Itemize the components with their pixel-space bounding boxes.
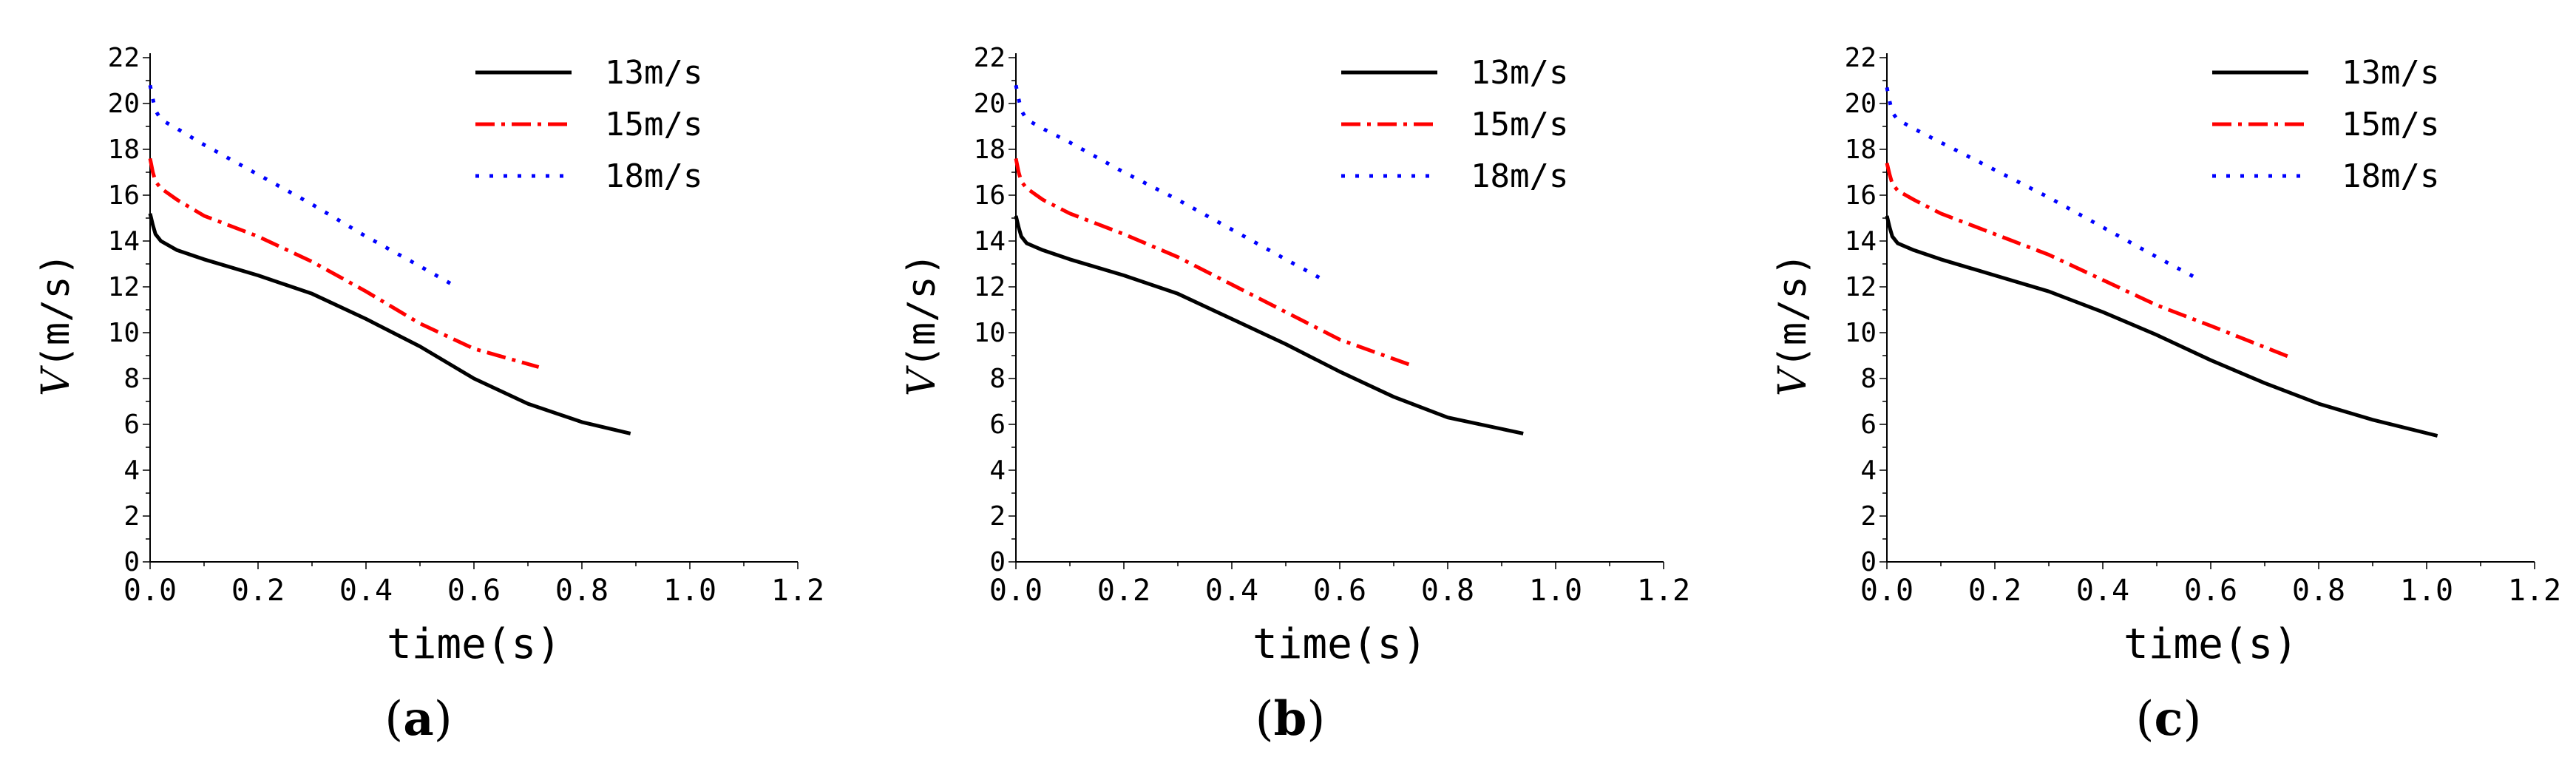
y-tick-label: 18 [974,135,1006,165]
x-axis-label: time(s) [1253,620,1427,668]
y-tick-label: 10 [1845,318,1877,348]
panel-label-a: (a) [384,691,453,747]
x-axis-label: time(s) [2123,620,2298,668]
series-line-13m/s [148,213,631,435]
series-line-15m/s [148,157,540,369]
y-tick-label: 8 [123,364,140,394]
y-axis-unit: (m/s) [1771,253,1815,369]
x-tick-label: 0.2 [1968,574,2021,608]
y-axis-unit: (m/s) [34,253,78,369]
series-line-13m/s [1885,215,2438,438]
y-tick-label: 20 [108,89,140,119]
y-tick-label: 4 [1860,455,1877,486]
y-tick-label: 20 [974,89,1006,119]
legend-label: 15m/s [2342,106,2439,143]
y-tick-label: 2 [989,501,1006,532]
x-tick-label: 1.2 [771,574,824,608]
y-tick-label: 16 [1845,180,1877,211]
legend-label: 15m/s [605,106,702,143]
x-tick-label: 0.2 [231,574,285,608]
series-line-13m/s [1014,215,1524,435]
y-tick-label: 22 [1845,43,1877,73]
legend-label: 18m/s [1471,157,1568,195]
y-tick-label: 18 [108,135,140,165]
y-tick-label: 8 [1860,364,1877,394]
y-tick-label: 10 [108,318,140,348]
x-tick-label: 1.2 [2508,574,2561,608]
y-tick-label: 16 [108,180,140,211]
legend-label: 15m/s [1471,106,1568,143]
y-tick-label: 6 [1860,410,1877,440]
x-tick-label: 0.4 [1205,574,1258,608]
y-tick-label: 0 [989,547,1006,577]
chart-panel-a: 0 2 4 6 8 10 12 14 16 18 20 22 0.0 0.2 0.4 0.6 0.8 1.0 1.2… [34,43,824,668]
x-tick-label: 0.8 [2292,574,2345,608]
series-line-15m/s [1014,157,1411,367]
x-tick-label: 0.2 [1097,574,1150,608]
x-tick-label: 1.0 [2400,574,2453,608]
y-tick-label: 6 [989,410,1006,440]
x-tick-label: 0.8 [555,574,609,608]
y-tick-label: 22 [974,43,1006,73]
y-axis-label: V(m/s) [900,253,944,396]
y-axis-label: V(m/s) [34,253,78,396]
chart-panel-b: 0 2 4 6 8 10 12 14 16 18 20 22 0.0 0.2 0.4 0.6 0.8 1.0 1.2… [900,43,1690,668]
x-tick-label: 0.0 [123,574,177,608]
y-tick-label: 14 [108,226,140,257]
x-tick-label: 0.0 [1860,574,1914,608]
panel-label-b: (b) [1255,691,1326,747]
y-tick-label: 12 [1845,272,1877,302]
legend-label: 13m/s [605,54,702,92]
x-tick-label: 0.6 [1313,574,1366,608]
y-tick-label: 8 [989,364,1006,394]
y-tick-label: 14 [1845,226,1877,257]
y-tick-label: 10 [974,318,1006,348]
x-axis-label: time(s) [387,620,561,668]
x-tick-label: 1.0 [663,574,716,608]
y-axis-label: V(m/s) [1771,253,1815,396]
y-axis-variable: V [900,365,944,396]
y-tick-label: 2 [1860,501,1877,532]
x-tick-label: 0.4 [339,574,393,608]
y-tick-label: 22 [108,43,140,73]
y-tick-label: 4 [123,455,140,486]
legend-label: 13m/s [2342,54,2439,92]
legend-label: 18m/s [2342,157,2439,195]
y-tick-label: 2 [123,501,140,532]
y-tick-label: 12 [108,272,140,302]
y-tick-label: 0 [123,547,140,577]
x-tick-label: 0.0 [989,574,1043,608]
x-tick-label: 0.8 [1421,574,1474,608]
x-tick-label: 1.0 [1529,574,1582,608]
series-line-18m/s [148,84,454,287]
y-tick-label: 0 [1860,547,1877,577]
x-tick-label: 1.2 [1637,574,1690,608]
series-line-18m/s [1014,84,1325,282]
panel-label-c: (c) [2135,691,2202,747]
y-tick-label: 6 [123,410,140,440]
y-tick-label: 14 [974,226,1006,257]
chart-panel-c: 0 2 4 6 8 10 12 14 16 18 20 22 0.0 0.2 0.4 0.6 0.8 1.0 1.2… [1771,43,2561,668]
y-tick-label: 4 [989,455,1006,486]
y-axis-variable: V [34,365,78,396]
y-axis-unit: (m/s) [900,253,944,369]
x-tick-label: 0.4 [2076,574,2129,608]
x-tick-label: 0.6 [447,574,501,608]
y-tick-label: 16 [974,180,1006,211]
x-tick-label: 0.6 [2184,574,2237,608]
legend-label: 13m/s [1471,54,1568,92]
y-axis-variable: V [1771,365,1815,396]
y-tick-label: 18 [1845,135,1877,165]
legend-label: 18m/s [605,157,702,195]
y-tick-label: 20 [1845,89,1877,119]
y-tick-label: 12 [974,272,1006,302]
